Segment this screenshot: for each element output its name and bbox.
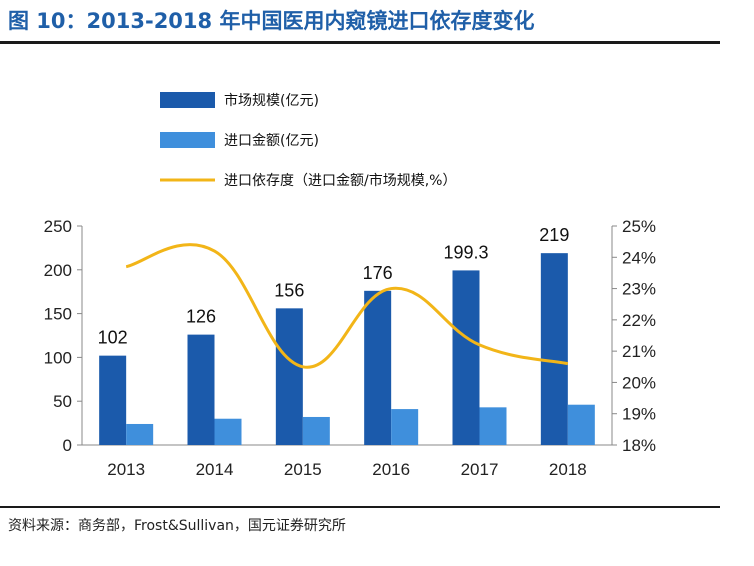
data-label: 219 (539, 225, 569, 245)
bar-import-amount (302, 416, 330, 445)
y-tick-label-right: 19% (622, 405, 656, 424)
data-label: 176 (363, 263, 393, 283)
chart-legend: 市场规模(亿元) 进口金额(亿元) 进口依存度（进口金额/市场规模,%） (160, 92, 456, 189)
y-tick-label-right: 23% (622, 280, 656, 299)
data-label: 126 (186, 307, 216, 327)
title-rule (0, 41, 720, 44)
x-tick-label: 2015 (284, 460, 322, 479)
chart-line (125, 243, 569, 369)
bar-import-amount (567, 404, 595, 445)
data-label: 102 (98, 328, 128, 348)
chart-bars (99, 253, 595, 445)
bar-market-size (99, 355, 127, 445)
bar-import-amount (391, 409, 419, 445)
bar-market-size (275, 308, 303, 445)
legend-swatch (160, 132, 215, 148)
y-tick-label-right: 20% (622, 373, 656, 392)
legend-entry: 进口依存度（进口金额/市场规模,%） (224, 172, 456, 189)
chart-axes: 0 50 100 150 200 250 18% 19% 20% 21% 22% 23% 24% 25% 2… (44, 217, 656, 479)
chart-data-labels: 102 126 156 176 199.3 219 (98, 225, 570, 347)
y-tick-label-left: 250 (44, 217, 72, 236)
bar-import-amount (126, 423, 154, 445)
bar-market-size (452, 270, 480, 445)
legend-entry: 市场规模(亿元) (224, 92, 319, 109)
data-label: 156 (274, 280, 304, 300)
chart-area: 市场规模(亿元) 进口金额(亿元) 进口依存度（进口金额/市场规模,%） 0 50 10… (44, 92, 656, 479)
x-tick-label: 2017 (461, 460, 499, 479)
source-rule (0, 506, 720, 508)
y-tick-label-right: 25% (622, 217, 656, 236)
x-tick-label: 2018 (549, 460, 587, 479)
bar-import-amount (214, 418, 242, 445)
source-note: 资料来源：商务部，Frost&Sullivan，国元证券研究所 (8, 518, 346, 534)
bar-market-size (187, 334, 215, 445)
y-tick-label-left: 150 (44, 305, 72, 324)
y-tick-label-left: 0 (63, 436, 72, 455)
y-tick-label-right: 21% (622, 342, 656, 361)
y-tick-label-right: 22% (622, 311, 656, 330)
x-tick-label: 2013 (107, 460, 145, 479)
legend-swatch (160, 92, 215, 108)
y-tick-label-right: 18% (622, 436, 656, 455)
line-import-dependency (125, 243, 569, 369)
x-tick-label: 2016 (372, 460, 410, 479)
data-label: 199.3 (443, 242, 488, 262)
bar-import-amount (479, 407, 507, 445)
x-tick-label: 2014 (196, 460, 234, 479)
y-tick-label-left: 200 (44, 261, 72, 280)
figure-title: 图 10：2013-2018 年中国医用内窥镜进口依存度变化 (8, 9, 535, 33)
y-tick-label-right: 24% (622, 248, 656, 267)
legend-entry: 进口金额(亿元) (224, 133, 319, 149)
bar-market-size (364, 290, 392, 445)
bar-market-size (540, 253, 568, 445)
y-tick-label-left: 100 (44, 348, 72, 367)
y-tick-label-left: 50 (53, 392, 72, 411)
